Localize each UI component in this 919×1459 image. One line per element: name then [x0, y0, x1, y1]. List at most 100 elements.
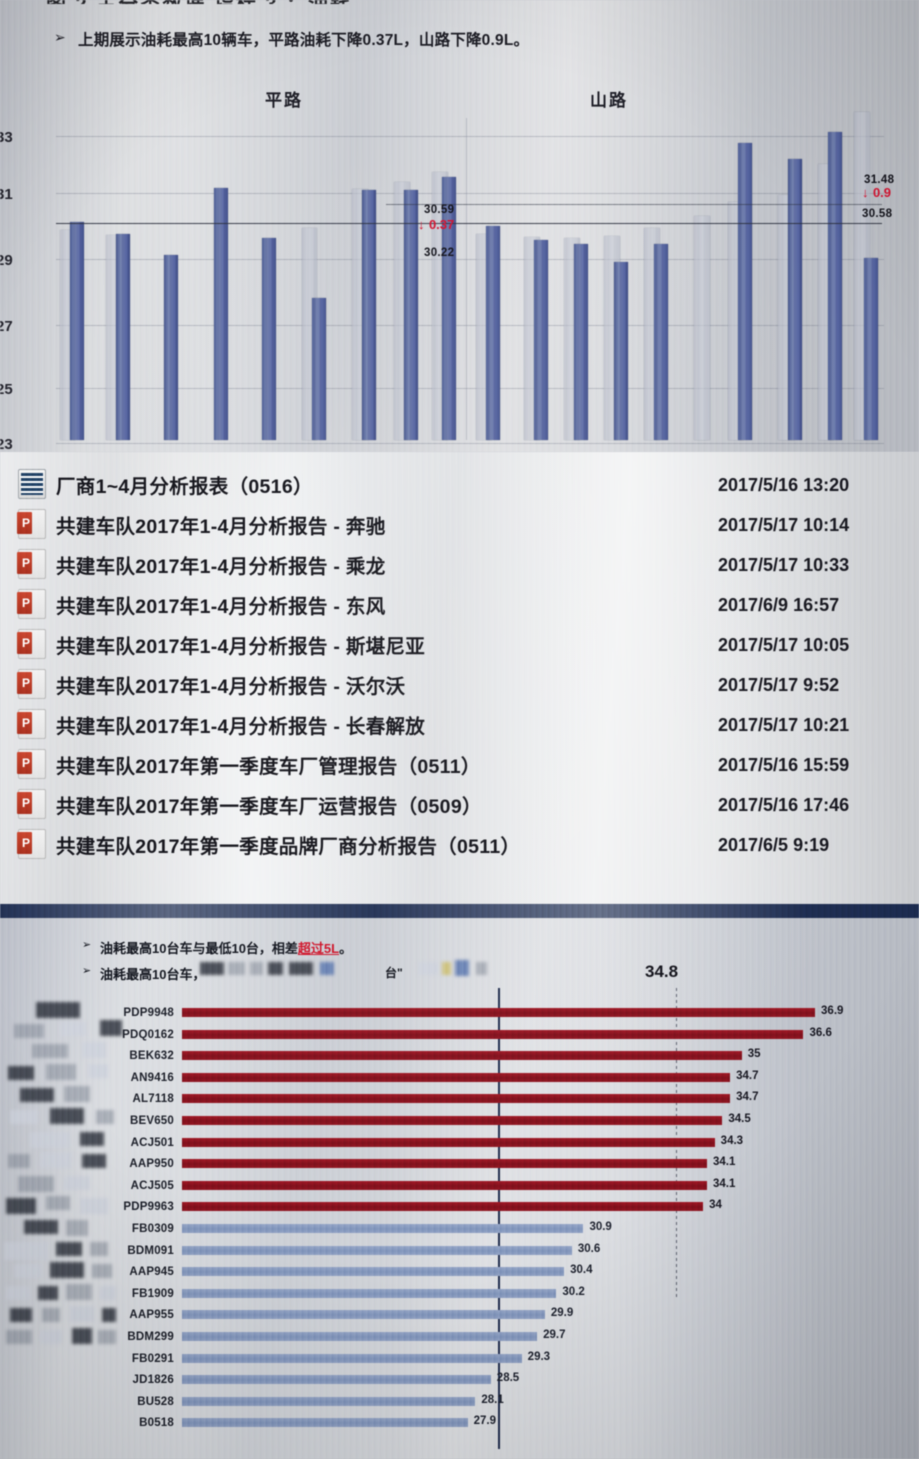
bar-value-label: 34.1: [712, 1177, 736, 1190]
redacted-company-block: [102, 1308, 116, 1322]
file-name: 共建车队2017年1-4月分析报告 - 东风: [56, 595, 386, 618]
horizontal-bar: [182, 1267, 565, 1277]
redacted-company-block: [56, 1242, 82, 1256]
bar-f9: [442, 177, 456, 440]
redacted-company-block: [20, 1088, 54, 1102]
redacted-company-block: [30, 1132, 70, 1148]
redacted-company-block: [8, 1066, 34, 1080]
file-list-item[interactable]: 共建车队2017年1-4月分析报告 - 乘龙: [0, 544, 919, 584]
bar-f3: [164, 255, 178, 440]
file-list-item[interactable]: 共建车队2017年1-4月分析报告 - 奔驰: [0, 504, 919, 544]
horizontal-bar: [182, 1353, 522, 1363]
bar-value-label: 30.2: [562, 1285, 585, 1298]
redacted-company-block: [96, 1110, 114, 1124]
bottom-bullet-2: ➢ 油耗最高10台车，: [82, 964, 206, 983]
bullet-arrow-icon-b1: ➢: [82, 939, 92, 951]
bar-m5: [654, 244, 668, 440]
redacted-company-block: [82, 1154, 106, 1168]
redaction-block-3: [250, 962, 263, 975]
file-modified-date: 2017/5/17 10:14: [718, 515, 850, 535]
file-list-item[interactable]: 共建车队2017年第一季度车厂运营报告（0509）: [0, 784, 919, 824]
bar-category-label: BDM091: [127, 1244, 174, 1257]
redacted-company-block: [88, 1064, 108, 1078]
bullet-arrow-icon-b2: ➢: [82, 965, 92, 977]
ppt-icon: [17, 709, 46, 739]
bar-category-label: AL7118: [132, 1093, 174, 1106]
bar-category-label: AAP945: [129, 1266, 174, 1279]
horizontal-bar: [182, 1245, 572, 1255]
horizontal-bar: [182, 1094, 731, 1104]
redacted-company-block: [46, 1064, 76, 1080]
redacted-company-block: [60, 1022, 86, 1036]
fuel-rank-bar-panel: ➢ 油耗最高10台车与最低10台，相差超过5L。 ➢ 油耗最高10台车， 台" …: [0, 904, 919, 1459]
redacted-company-block: [70, 1306, 94, 1322]
ppt-icon: [17, 789, 46, 819]
redaction-block-7: [418, 962, 438, 975]
bar-category-label: BEV650: [129, 1115, 174, 1127]
bar-category-label: AAP955: [129, 1309, 174, 1322]
ppt-icon: [17, 629, 46, 659]
file-list-item[interactable]: 共建车队2017年第一季度车厂管理报告（0511）: [0, 744, 919, 784]
horizontal-bar: [182, 1418, 468, 1428]
bar-category-label: ACJ505: [130, 1179, 174, 1192]
horizontal-bar: [182, 1159, 707, 1169]
bar-f2: [116, 234, 130, 440]
annotation-mountain-now: 30.58: [862, 208, 893, 220]
file-list-item[interactable]: 共建车队2017年1-4月分析报告 - 东风: [0, 584, 919, 624]
file-list-item[interactable]: 厂商1~4月分析报表（0516）: [0, 464, 919, 504]
horizontal-bar: [182, 1029, 804, 1039]
horizontal-bar: [182, 1202, 704, 1212]
redaction-block-6: [320, 962, 334, 975]
bar-value-label: 28.5: [496, 1372, 520, 1385]
bar-category-label: FB1909: [131, 1287, 174, 1300]
annotation-mountain-delta: ↓ 0.9: [862, 185, 892, 200]
bar-category-label: BDM299: [127, 1331, 174, 1343]
redacted-company-block: [64, 1086, 90, 1102]
horizontal-bar: [182, 1224, 584, 1233]
group-label-mountain: 山路: [590, 91, 628, 110]
redacted-company-block: [38, 1286, 58, 1300]
ppt-icon: [17, 829, 46, 859]
bottom-bullet-2-pre: 油耗最高10台车，: [100, 967, 206, 982]
bar-category-label: AAP950: [129, 1158, 174, 1171]
annotation-flat-delta: ↓ 0.37: [418, 217, 455, 232]
redacted-company-block: [6, 1330, 32, 1344]
file-name: 厂商1~4月分析报表（0516）: [56, 475, 313, 498]
file-name: 共建车队2017年1-4月分析报告 - 长春解放: [56, 715, 426, 738]
bar-category-label: FB0291: [131, 1352, 174, 1365]
xls-icon: [18, 469, 46, 499]
file-list-item[interactable]: 共建车队2017年1-4月分析报告 - 长春解放: [0, 704, 919, 744]
redaction-block-4: [268, 962, 283, 975]
file-name: 共建车队2017年1-4月分析报告 - 斯堪尼亚: [56, 635, 426, 658]
bar-f7: [362, 190, 376, 440]
ppt-icon: [17, 589, 46, 619]
horizontal-bar: [182, 1310, 545, 1320]
bar-f4: [214, 188, 228, 440]
horizontal-bar: [182, 1072, 731, 1082]
y-tick-31: 31: [0, 186, 13, 203]
bar-category-label: FB0309: [131, 1223, 174, 1235]
bottom-bullet-1-post: 。: [339, 941, 353, 956]
bar-category-label: PDP9963: [123, 1201, 174, 1214]
bottom-bullet-1-pre: 油耗最高10台车与最低10台，相差: [100, 941, 298, 956]
bar-m1: [486, 226, 500, 440]
bar-value-label: 30.9: [589, 1221, 612, 1233]
bottom-bullet-1-highlight: 超过5L: [297, 941, 340, 956]
file-name: 共建车队2017年第一季度车厂运营报告（0509）: [56, 795, 482, 818]
redacted-company-block: [90, 1242, 108, 1256]
bar-value-label: 28.1: [481, 1393, 504, 1406]
file-list-item[interactable]: 共建车队2017年1-4月分析报告 - 沃尔沃: [0, 664, 919, 704]
file-modified-date: 2017/5/17 10:33: [718, 555, 850, 575]
bar-value-label: 34.7: [736, 1069, 759, 1082]
redaction-block-9: [455, 960, 469, 976]
file-list-item[interactable]: 共建车队2017年第一季度品牌厂商分析报告（0511）: [0, 824, 919, 864]
redacted-company-block: [40, 1330, 62, 1344]
file-modified-date: 2017/5/16 15:59: [718, 755, 850, 775]
file-modified-date: 2017/5/17 10:05: [718, 635, 850, 655]
file-list-item[interactable]: 共建车队2017年1-4月分析报告 - 斯堪尼亚: [0, 624, 919, 664]
avg-line-current: [56, 223, 882, 224]
redacted-company-block: [100, 1020, 122, 1036]
bar-category-label: ACJ501: [130, 1136, 174, 1149]
redacted-company-block: [50, 1262, 84, 1278]
slide-title-cropped: 图 2 主分类数据 指标 3 ：油耗: [46, 0, 466, 4]
